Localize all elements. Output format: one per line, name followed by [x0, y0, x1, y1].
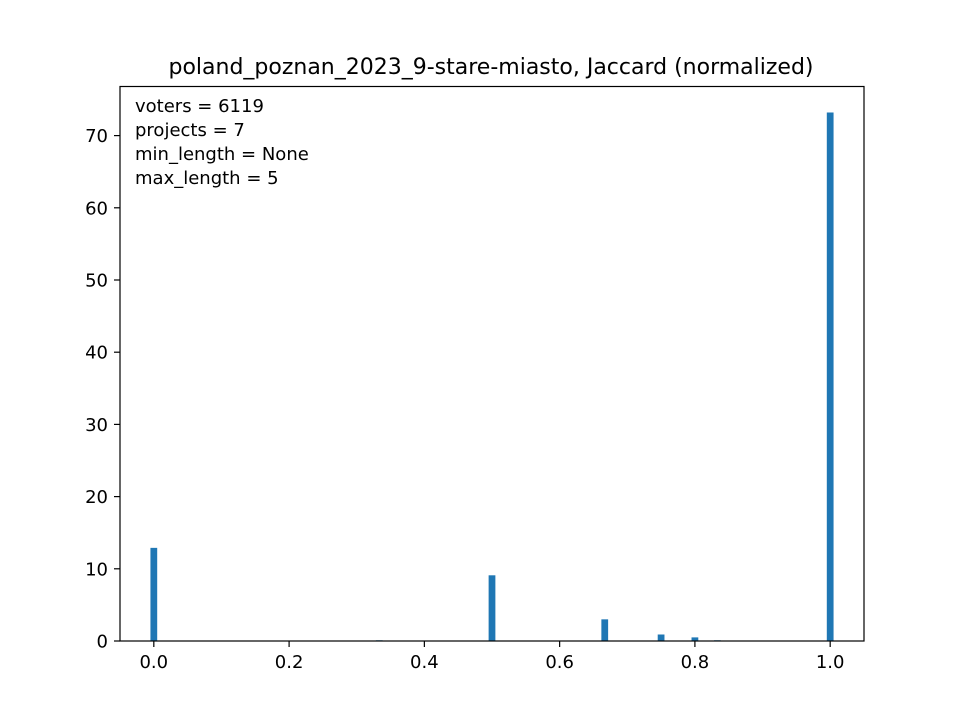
histogram-bar	[488, 575, 496, 641]
histogram-bar	[691, 637, 699, 641]
bars-layer	[150, 112, 834, 642]
annotation-max-length: max_length = 5	[135, 168, 279, 189]
histogram-bar	[657, 634, 665, 641]
annotation-voters: voters = 6119	[135, 96, 264, 117]
y-tick-label: 50	[85, 270, 108, 291]
x-tick-label: 0.4	[410, 652, 439, 673]
y-tick-label: 40	[85, 343, 108, 364]
x-tick-label: 0.6	[545, 652, 574, 673]
x-tick-label: 1.0	[816, 652, 845, 673]
histogram-bar	[150, 547, 158, 641]
y-tick-label: 20	[85, 487, 108, 508]
x-tick-label: 0.8	[681, 652, 710, 673]
plot-frame	[119, 85, 865, 642]
chart-title: poland_poznan_2023_9-stare-miasto, Jacca…	[168, 55, 813, 80]
annotation-min-length: min_length = None	[135, 144, 309, 165]
histogram-bar	[826, 112, 834, 642]
annotation-projects: projects = 7	[135, 120, 245, 141]
x-axis-ticks: 0.0 0.2 0.4 0.6 0.8 1.0	[139, 641, 845, 673]
y-tick-label: 70	[85, 126, 108, 147]
y-axis-ticks: 0 10 20 30 40 50 60 70	[85, 126, 120, 653]
y-tick-label: 30	[85, 415, 108, 436]
axes-layer	[119, 85, 865, 642]
y-tick-label: 60	[85, 198, 108, 219]
y-tick-label: 10	[85, 559, 108, 580]
stats-annotation: voters = 6119 projects = 7 min_length = …	[135, 96, 309, 189]
histogram-bar	[601, 619, 609, 641]
x-tick-label: 0.0	[139, 652, 168, 673]
y-tick-label: 0	[97, 632, 108, 653]
x-tick-label: 0.2	[275, 652, 304, 673]
